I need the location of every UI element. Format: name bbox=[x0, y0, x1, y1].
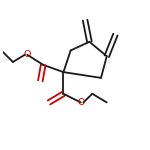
Text: O: O bbox=[77, 98, 84, 107]
Text: O: O bbox=[24, 50, 31, 59]
